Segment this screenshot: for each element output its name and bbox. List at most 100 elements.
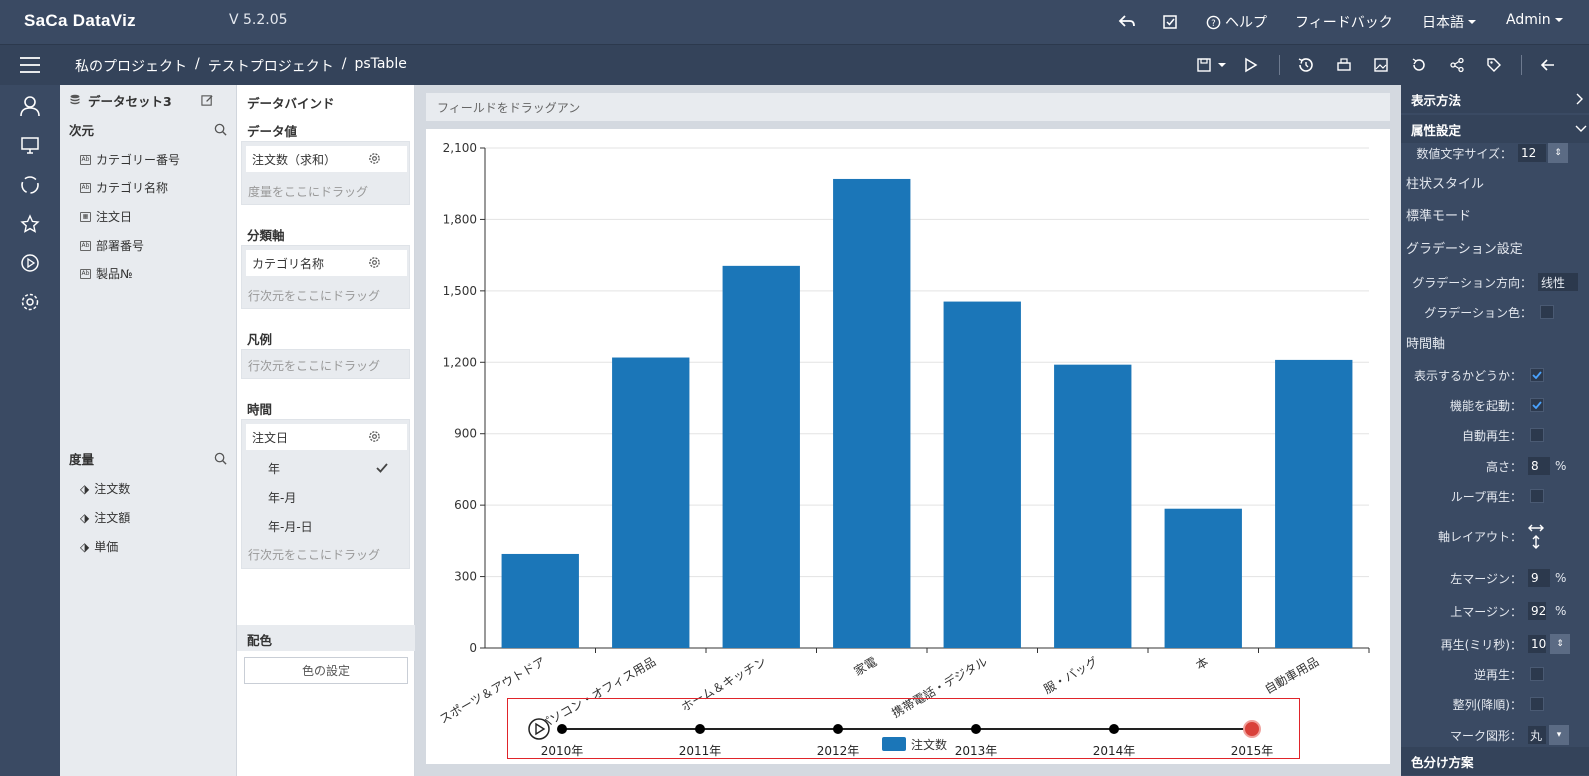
timeline-point[interactable]: [1109, 724, 1119, 734]
play-ms-input[interactable]: 1000: [1528, 635, 1546, 653]
height-input[interactable]: 8: [1528, 457, 1550, 475]
display-method-header[interactable]: 表示方法: [1401, 85, 1589, 113]
time-option-year[interactable]: 年: [268, 462, 281, 476]
legend-swatch[interactable]: [882, 737, 906, 751]
time-drop-zone[interactable]: 注文日 年 年-月 年-月-日 行次元をここにドラッグ: [241, 419, 410, 569]
play-circle-icon[interactable]: [19, 252, 41, 274]
gradient-direction-select[interactable]: 线性: [1538, 273, 1578, 291]
hamburger-menu-icon[interactable]: [19, 55, 41, 75]
refresh-icon[interactable]: [1409, 55, 1429, 75]
history-icon[interactable]: [1296, 55, 1316, 75]
back-arrow-icon[interactable]: [1117, 12, 1137, 32]
search-icon[interactable]: [214, 452, 227, 465]
image-icon[interactable]: [1371, 55, 1391, 75]
user-menu[interactable]: Admin: [1506, 12, 1563, 28]
dimension-item[interactable]: Ab カテゴリ名称: [80, 179, 168, 196]
axis-field-chip[interactable]: カテゴリ名称: [246, 250, 407, 276]
bar[interactable]: [833, 178, 911, 648]
vertical-arrows-icon[interactable]: [1531, 535, 1541, 549]
tag-icon[interactable]: [1484, 55, 1504, 75]
settings-gear-icon[interactable]: [19, 291, 41, 313]
dimension-item[interactable]: Ab 製品№: [80, 265, 132, 282]
font-size-input[interactable]: 12: [1518, 144, 1546, 162]
top-margin-input[interactable]: 92: [1528, 602, 1546, 620]
timeline-label[interactable]: 2011年: [679, 744, 722, 758]
standard-mode-section[interactable]: 標準モード: [1406, 209, 1472, 224]
font-size-spinner[interactable]: ⇕: [1548, 143, 1568, 163]
user-icon[interactable]: [19, 95, 41, 117]
timeline-point[interactable]: [971, 724, 981, 734]
mark-select[interactable]: 丸: [1528, 726, 1546, 744]
play-ms-spinner[interactable]: ⇕: [1550, 634, 1570, 654]
exit-arrow-icon[interactable]: [1538, 55, 1558, 75]
chevron-down-icon[interactable]: [1212, 55, 1232, 75]
gradient-setting-section[interactable]: グラデーション設定: [1406, 242, 1523, 257]
left-margin-input[interactable]: 9: [1528, 569, 1550, 587]
bar[interactable]: [943, 301, 1021, 648]
bar[interactable]: [1164, 508, 1242, 648]
feedback-link[interactable]: フィードバック: [1295, 15, 1393, 31]
timeline-point[interactable]: [1243, 720, 1261, 738]
save-icon[interactable]: [1194, 55, 1214, 75]
share-icon[interactable]: [1447, 55, 1467, 75]
time-option-year-month[interactable]: 年-月: [268, 491, 297, 505]
dimension-item[interactable]: Ab カテゴリー番号: [80, 151, 180, 168]
search-icon[interactable]: [214, 123, 227, 136]
value-drop-zone[interactable]: 注文数（求和） 度量をここにドラッグ: [241, 141, 410, 205]
edit-icon[interactable]: [201, 94, 214, 107]
timeline-label[interactable]: 2015年: [1231, 744, 1274, 758]
play-circle-icon[interactable]: [528, 718, 550, 740]
timeline-label[interactable]: 2010年: [541, 744, 584, 758]
gear-icon[interactable]: [368, 430, 381, 443]
color-setting-button[interactable]: 色の設定: [244, 657, 408, 684]
bar[interactable]: [722, 265, 800, 648]
autoplay-checkbox[interactable]: [1530, 428, 1544, 442]
bar[interactable]: [1275, 359, 1353, 648]
timeline-point[interactable]: [833, 724, 843, 734]
timeaxis-section[interactable]: 時間軸: [1406, 337, 1446, 352]
legend-label[interactable]: 注文数: [911, 737, 947, 752]
print-icon[interactable]: [1334, 55, 1354, 75]
horizontal-arrows-icon[interactable]: [1528, 523, 1544, 533]
sort-checkbox[interactable]: [1530, 697, 1544, 711]
monitor-icon[interactable]: [19, 134, 41, 156]
reverse-checkbox[interactable]: [1530, 667, 1544, 681]
measure-item[interactable]: ⬗ 単価: [80, 538, 118, 555]
breadcrumb-my-project[interactable]: 私のプロジェクト: [75, 59, 187, 75]
dimension-item[interactable]: ▦ 注文日: [80, 208, 132, 225]
bar[interactable]: [1054, 364, 1132, 648]
timeline-play-button[interactable]: [528, 718, 550, 740]
play-icon[interactable]: [1241, 55, 1261, 75]
attr-setting-header[interactable]: 属性設定: [1401, 115, 1589, 143]
value-field-chip[interactable]: 注文数（求和）: [246, 146, 407, 172]
timeline-point[interactable]: [695, 724, 705, 734]
field-drop-bar[interactable]: フィールドをドラッグアン: [426, 93, 1390, 121]
measure-item[interactable]: ⬗ 注文額: [80, 509, 130, 526]
show-checkbox[interactable]: [1530, 368, 1544, 382]
breadcrumb-test-project[interactable]: テストプロジェクト: [207, 59, 334, 75]
star-icon[interactable]: [19, 213, 41, 235]
gradient-color-swatch[interactable]: [1540, 305, 1554, 319]
timeline-label[interactable]: 2014年: [1093, 744, 1136, 758]
mark-dropdown[interactable]: ▾: [1549, 725, 1569, 745]
gear-icon[interactable]: [368, 256, 381, 269]
checkbox-icon[interactable]: [1160, 12, 1180, 32]
loop-checkbox[interactable]: [1530, 489, 1544, 503]
bar[interactable]: [612, 357, 690, 648]
bar[interactable]: [501, 553, 579, 648]
measure-item[interactable]: ⬗ 注文数: [80, 480, 130, 497]
time-option-year-month-day[interactable]: 年-月-日: [268, 520, 313, 534]
help-link[interactable]: ? ヘルプ: [1206, 12, 1267, 32]
language-dropdown[interactable]: 日本語: [1422, 12, 1476, 32]
time-field-chip[interactable]: 注文日: [246, 424, 407, 450]
cycle-icon[interactable]: [19, 174, 41, 196]
timeline-label[interactable]: 2013年: [955, 744, 998, 758]
bar-style-section[interactable]: 柱状スタイル: [1406, 177, 1485, 192]
dimension-item[interactable]: Ab 部署番号: [80, 237, 144, 254]
axis-drop-zone[interactable]: カテゴリ名称 行次元をここにドラッグ: [241, 245, 410, 309]
timeline-label[interactable]: 2012年: [817, 744, 860, 758]
gear-icon[interactable]: [368, 152, 381, 165]
timeline-point[interactable]: [557, 724, 567, 734]
layout-toggle[interactable]: [1528, 523, 1544, 549]
legend-drop-zone[interactable]: 行次元をここにドラッグ: [241, 349, 410, 379]
